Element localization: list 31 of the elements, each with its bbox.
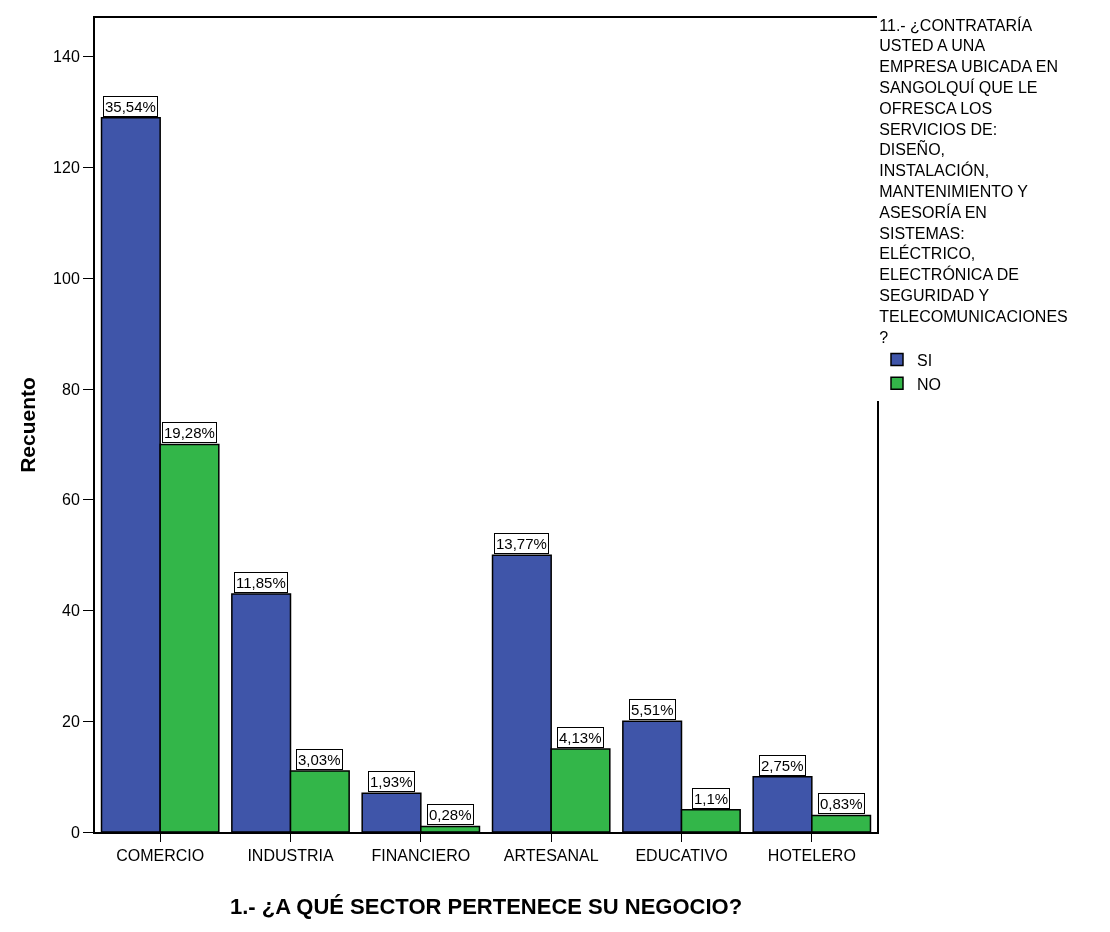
x-tick-label: HOTELERO	[767, 847, 856, 865]
x-axis-title: 1.- ¿A QUÉ SECTOR PERTENECE SU NEGOCIO?	[229, 893, 743, 919]
annotation: 5,51%	[631, 701, 674, 718]
y-tick-label: 140	[53, 48, 80, 66]
annotation: 0,83%	[820, 795, 863, 812]
x-tick-label: FINANCIERO	[371, 847, 471, 865]
annotation: 19,28%	[164, 424, 215, 441]
annotation: 0,28%	[429, 806, 472, 823]
annotation: 11,85%	[236, 574, 286, 591]
x-tick-label: ARTESANAL	[503, 847, 599, 865]
annotation: 4,13%	[559, 729, 602, 746]
x-tick-label: EDUCATIVO	[635, 847, 728, 865]
y-tick-label: 100	[53, 269, 80, 287]
annotation: 35,54%	[105, 98, 156, 115]
annotation: 1,1%	[694, 790, 729, 807]
y-tick-label: 0	[70, 823, 80, 841]
legend-label: SI	[917, 351, 933, 369]
y-tick-label: 80	[62, 380, 80, 398]
y-tick-label: 20	[62, 712, 80, 730]
y-tick-label: 40	[62, 602, 80, 620]
y-tick-label: 60	[62, 491, 80, 509]
legend-label: NO	[917, 375, 941, 393]
annotation: 13,77%	[496, 535, 547, 552]
y-tick-label: 120	[53, 159, 80, 177]
y-axis-title: Recuento	[15, 377, 39, 473]
x-tick-label: INDUSTRIA	[247, 847, 334, 865]
x-tick-label: COMERCIO	[116, 847, 205, 865]
annotation: 3,03%	[298, 751, 341, 768]
text: 11.- ¿CONTRATARÍA USTED A UNA EMPRESA UBICADA EN SANGOLQUÍ QUE LE OFRESCA LOS SERVICIOS DE: DISEÑO, INSTALACIÓN, MANTENIMIENTO Y ASESORÍA EN SISTEMAS: ELÉCTRICO, ELECTRÓNICA DE SEGURIDAD Y TELECOMUNICACIONES?	[879, 16, 1068, 346]
annotation: 1,93%	[370, 773, 413, 790]
annotation: 2,75%	[761, 757, 804, 774]
